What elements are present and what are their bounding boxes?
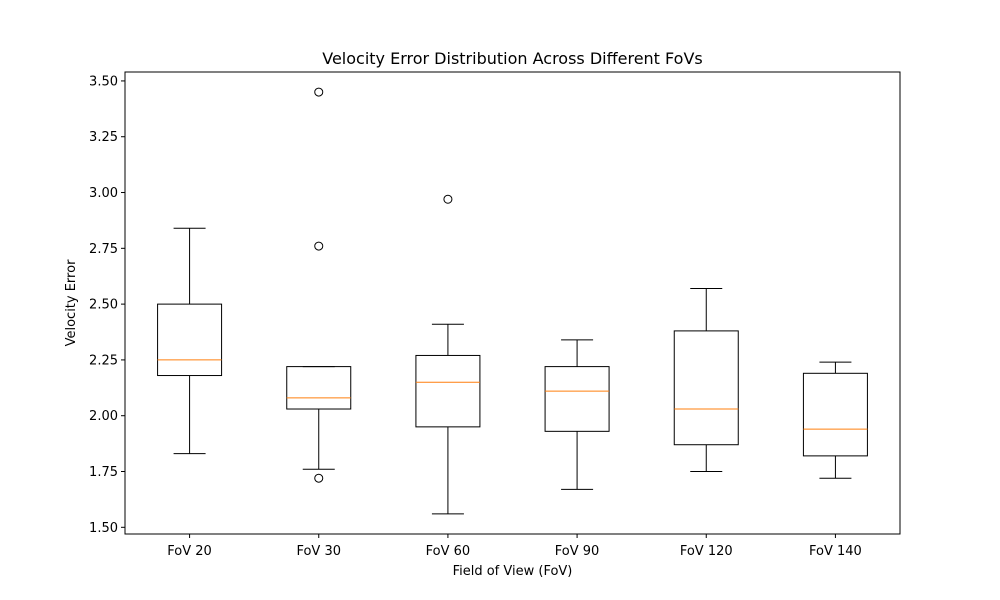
- y-tick-label: 3.50: [89, 74, 118, 89]
- iqr-box: [415, 354, 481, 428]
- iqr-box: [802, 372, 868, 457]
- x-tick-label: FoV 90: [555, 544, 600, 559]
- plot-marks: [157, 87, 868, 515]
- box-group: [673, 287, 739, 473]
- y-tick-label: 1.50: [89, 521, 118, 536]
- box-group: [157, 227, 223, 455]
- y-tick-label: 3.00: [89, 186, 118, 201]
- outlier-point: [314, 87, 324, 97]
- iqr-box: [544, 366, 610, 432]
- y-tick-label: 2.00: [89, 409, 118, 424]
- outlier-point: [314, 241, 324, 251]
- x-tick-label: FoV 30: [296, 544, 341, 559]
- y-tick-label: 2.50: [89, 298, 118, 313]
- plot-frame: [124, 71, 901, 535]
- outlier-point: [314, 473, 324, 483]
- y-tick-label: 2.25: [89, 353, 118, 368]
- box-group: [802, 361, 868, 479]
- box-group: [286, 87, 352, 483]
- y-tick-label: 3.25: [89, 130, 118, 145]
- x-tick-label: FoV 60: [426, 544, 471, 559]
- box-group: [415, 194, 481, 515]
- box-group: [544, 339, 610, 490]
- iqr-box: [673, 330, 739, 446]
- y-tick-label: 1.75: [89, 465, 118, 480]
- x-axis-label: Field of View (FoV): [453, 564, 573, 579]
- iqr-box: [157, 303, 223, 377]
- y-tick-label: 2.75: [89, 242, 118, 257]
- y-axis: 1.50 1.75 2.00 2.25 2.50 2.75 3.00 3.25 3.50: [89, 74, 125, 536]
- y-axis-label: Velocity Error: [64, 259, 79, 346]
- outlier-point: [443, 194, 453, 204]
- chart-title: Velocity Error Distribution Across Diffe…: [322, 49, 703, 68]
- x-tick-label: FoV 20: [167, 544, 212, 559]
- x-tick-label: FoV 140: [809, 544, 862, 559]
- x-tick-label: FoV 120: [680, 544, 733, 559]
- iqr-box: [286, 366, 352, 410]
- x-axis: FoV 20 FoV 30 FoV 60 FoV 90 FoV 120 FoV 140: [167, 534, 862, 559]
